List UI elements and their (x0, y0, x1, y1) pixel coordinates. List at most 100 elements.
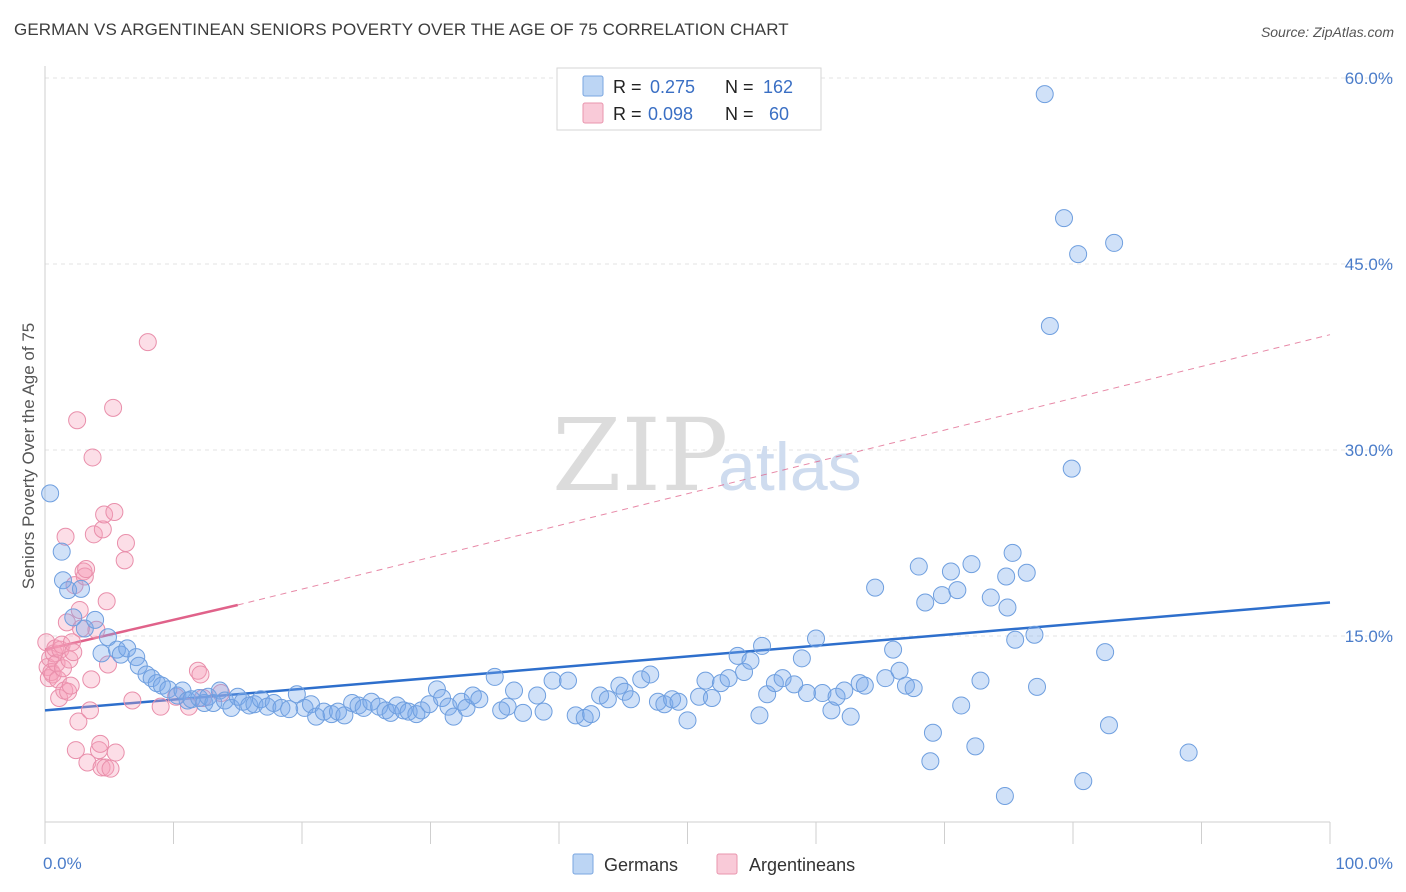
argentinean-point (66, 741, 85, 760)
x-tick-label-min: 0.0% (43, 854, 82, 873)
german-point (813, 684, 832, 703)
argentinean-point (115, 551, 134, 570)
gridlines (45, 77, 1394, 637)
german-point (690, 687, 709, 706)
german-point (1055, 209, 1074, 228)
argentinean-point (64, 643, 83, 662)
german-point (444, 707, 463, 726)
argentinean-point (69, 712, 88, 731)
argentinean-point (80, 701, 99, 720)
german-point (890, 661, 909, 680)
german-point (485, 667, 504, 686)
german-point (952, 696, 971, 715)
german-point (168, 686, 187, 705)
german-point (190, 689, 209, 707)
german-point (822, 701, 841, 720)
argentinean-point (104, 398, 123, 417)
german-point (735, 662, 754, 681)
argentinean-point (105, 503, 124, 521)
argentinean-point (84, 525, 103, 544)
legend-bottom-swatch-argentineans (716, 853, 738, 875)
german-point (543, 671, 562, 690)
german-point (470, 690, 489, 709)
german-point (850, 674, 869, 693)
german-point (941, 562, 960, 581)
german-point (1096, 643, 1115, 662)
argentinean-point (82, 670, 101, 689)
argentinean-point (151, 697, 170, 716)
german-point (98, 628, 117, 647)
german-point (621, 690, 640, 709)
german-point (1105, 233, 1124, 252)
german-point (923, 723, 942, 742)
argentinean-point (68, 411, 87, 430)
german-point (142, 669, 161, 688)
german-point (995, 786, 1014, 805)
argentineans-trend-line (44, 603, 239, 651)
german-point (948, 581, 967, 600)
legend-swatch-argentineans (582, 102, 604, 124)
legend-swatch-germans (582, 75, 604, 97)
german-point (86, 610, 105, 629)
german-point (876, 669, 895, 688)
german-point (147, 674, 166, 693)
german-point (272, 698, 291, 717)
german-point (287, 685, 306, 704)
argentinean-point (43, 665, 62, 684)
legend-n-value-argentineans: 60 (769, 104, 789, 124)
german-point (750, 706, 769, 725)
german-point (971, 671, 990, 690)
german-point (53, 571, 72, 590)
german-point (64, 608, 83, 627)
german-point (807, 629, 825, 648)
source-credit: Source: ZipAtlas.com (1260, 24, 1394, 40)
argentinean-point (101, 759, 120, 778)
argentinean-point (98, 655, 117, 674)
german-point (598, 690, 617, 709)
german-point (921, 752, 940, 771)
german-point (1025, 625, 1044, 644)
legend-r-value-germans: 0.275 (650, 77, 695, 97)
argentineans-points (37, 333, 231, 778)
german-point (615, 682, 634, 701)
german-point (773, 669, 792, 688)
german-point (582, 705, 601, 724)
german-point (1003, 543, 1022, 562)
german-point (792, 649, 811, 668)
german-point (998, 598, 1017, 617)
german-point (916, 593, 935, 612)
german-point (981, 588, 1000, 607)
argentinean-point (97, 592, 116, 611)
argentinean-point (123, 691, 142, 710)
watermark-zip: ZIP (552, 397, 728, 514)
legend-bottom: Germans Argentineans (572, 853, 855, 875)
legend-bottom-swatch-germans (572, 853, 594, 875)
legend-r-value-argentineans: 0.098 (648, 104, 693, 124)
argentinean-point (106, 743, 125, 762)
german-point (632, 670, 651, 689)
x-tick-label-max: 100.0% (1335, 854, 1393, 873)
german-point (210, 681, 229, 700)
german-point (753, 636, 772, 655)
argentinean-point (91, 734, 110, 753)
argentinean-point (77, 560, 96, 579)
legend-bottom-label-argentineans: Argentineans (749, 855, 855, 875)
german-point (1179, 743, 1198, 762)
german-point (997, 567, 1016, 586)
german-point (741, 651, 760, 670)
german-point (1040, 317, 1059, 335)
legend-bottom-label-germans: Germans (604, 855, 678, 875)
y-axis-label: Seniors Poverty Over the Age of 75 (19, 323, 38, 589)
german-point (1062, 459, 1081, 478)
legend-top: R = 0.275 N = 162 R = 0.098 N = 60 (556, 67, 822, 131)
german-point (1028, 677, 1047, 696)
german-point (841, 707, 860, 726)
german-point (641, 665, 660, 684)
german-point (159, 680, 178, 699)
argentinean-point (70, 600, 89, 619)
argentinean-point (93, 520, 112, 539)
german-point (1035, 85, 1054, 104)
chart-title: GERMAN VS ARGENTINEAN SENIORS POVERTY OV… (14, 20, 789, 39)
german-point (427, 680, 446, 699)
